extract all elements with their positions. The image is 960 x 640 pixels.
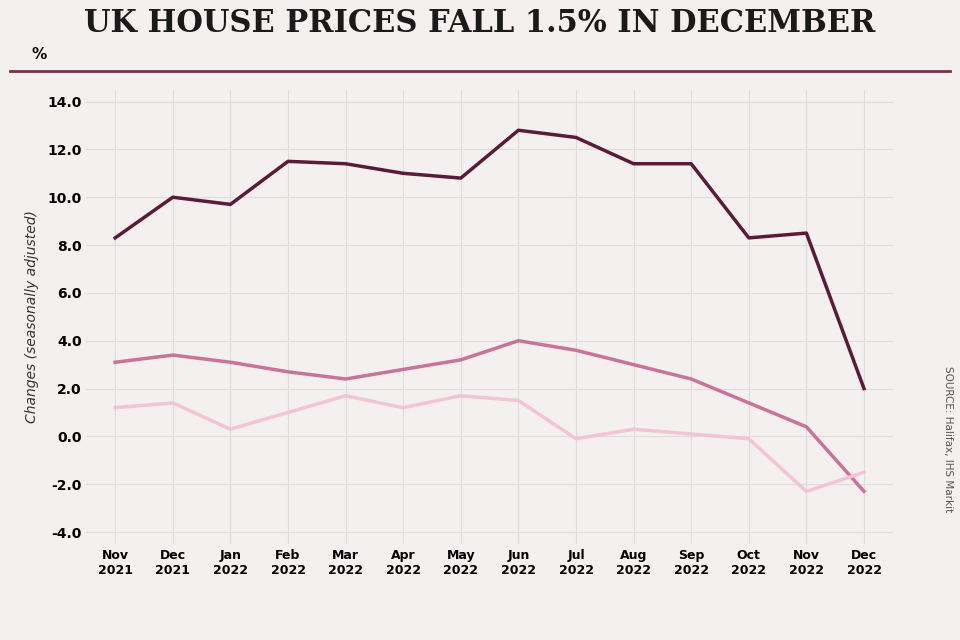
Y-axis label: Changes (seasonally adjusted): Changes (seasonally adjusted)	[25, 211, 38, 423]
Text: %: %	[32, 47, 47, 62]
Text: UK HOUSE PRICES FALL 1.5% IN DECEMBER: UK HOUSE PRICES FALL 1.5% IN DECEMBER	[84, 8, 876, 38]
Text: SOURCE: Halifax, IHS Markit: SOURCE: Halifax, IHS Markit	[943, 365, 952, 512]
